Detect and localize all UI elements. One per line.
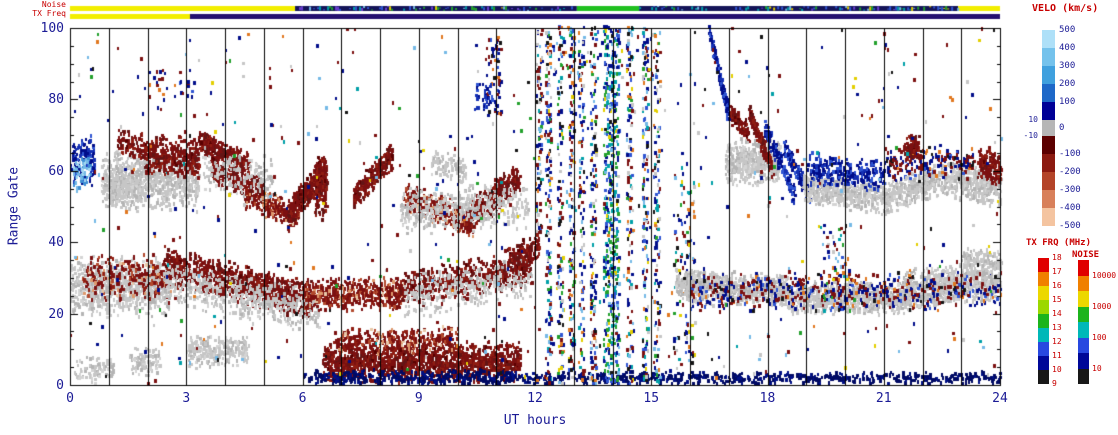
x-tick-label: 6	[298, 391, 307, 406]
velo-colorbar-segment	[1042, 84, 1055, 102]
y-tick-label: 60	[48, 163, 64, 179]
velo-scale-label: 300	[1059, 61, 1076, 71]
tx-scale-label: 16	[1052, 281, 1062, 290]
y-tick-label: 20	[48, 306, 64, 322]
velo-colorbar-segment	[1042, 172, 1055, 190]
tx-scale-label: 14	[1052, 309, 1062, 318]
tx-colorbar-segment	[1038, 286, 1049, 300]
velo-colorbar-segment	[1042, 208, 1055, 226]
tx-colorbar-segment	[1038, 356, 1049, 370]
x-tick-label: 21	[875, 391, 892, 406]
x-tick-label: 18	[759, 391, 776, 406]
txfrq-colorbar	[1038, 258, 1049, 384]
velo-scale-label: 500	[1059, 25, 1076, 35]
tx-scale-label: 18	[1052, 253, 1062, 262]
txfrq-colorbar-title: TX FRQ (MHz)	[1026, 238, 1092, 248]
y-tick-label: 100	[40, 21, 64, 36]
tx-scale-label: 15	[1052, 295, 1062, 304]
velo-colorbar-segment	[1042, 154, 1055, 172]
noise-scale-label: 1000	[1092, 301, 1112, 311]
velo-colorbar-segment	[1042, 136, 1055, 154]
velo-colorbar-segment	[1042, 190, 1055, 208]
velo-scale-label: -400	[1059, 203, 1081, 213]
tx-colorbar-segment	[1038, 314, 1049, 328]
noise-colorbar-segment	[1078, 275, 1089, 291]
velo-colorbar-segment	[1042, 102, 1055, 120]
velo-scale-label: 400	[1059, 43, 1076, 53]
velo-colorbar-segment	[1042, 48, 1055, 66]
velo-scale-label: 100	[1059, 97, 1076, 107]
tx-colorbar-segment	[1038, 342, 1049, 356]
velo-colorbar-title: VELO (km/s)	[1032, 3, 1099, 14]
x-tick-label: 3	[182, 391, 191, 406]
tx-scale-label: 17	[1052, 267, 1062, 276]
tx-colorbar-segment	[1038, 258, 1049, 272]
velo-scale-label: 0	[1059, 123, 1065, 133]
noise-colorbar-segment	[1078, 291, 1089, 307]
tx-colorbar-segment	[1038, 370, 1049, 384]
noise-colorbar	[1078, 260, 1089, 384]
x-tick-label: 12	[527, 391, 543, 406]
x-tick-label: 9	[414, 391, 423, 406]
noise-scale-label: 10000	[1092, 270, 1117, 280]
velo-scale-label: -100	[1059, 149, 1081, 159]
noise-colorbar-segment	[1078, 353, 1089, 369]
y-axis-title: Range Gate	[6, 166, 22, 246]
tx-colorbar-segment	[1038, 272, 1049, 286]
tx-scale-label: 9	[1052, 379, 1057, 388]
tx-scale-label: 11	[1052, 351, 1062, 360]
velo-colorbar-segment	[1042, 66, 1055, 84]
x-axis-title: UT hours	[503, 413, 567, 428]
noise-colorbar-segment	[1078, 306, 1089, 322]
tx-scale-label: 12	[1052, 337, 1062, 346]
velo-colorbar	[1042, 30, 1055, 226]
y-tick-label: 80	[48, 92, 64, 108]
txfreq-strip-label: TX Freq	[32, 9, 66, 18]
tx-scale-label: 13	[1052, 323, 1062, 332]
noise-scale-label: 10	[1092, 363, 1102, 373]
noise-colorbar-segment	[1078, 260, 1089, 276]
x-tick-label: 15	[643, 391, 660, 406]
velo-scale-label-left: 10	[1028, 115, 1038, 124]
y-tick-label: 40	[48, 235, 64, 251]
noise-colorbar-segment	[1078, 368, 1089, 384]
noise-colorbar-title: NOISE	[1072, 250, 1100, 260]
tx-colorbar-segment	[1038, 300, 1049, 314]
tx-scale-label: 10	[1052, 365, 1062, 374]
noise-scale-label: 100	[1092, 332, 1107, 342]
noise-strip-label: Noise	[41, 0, 66, 9]
noise-colorbar-segment	[1078, 337, 1089, 353]
velo-scale-label: -200	[1059, 167, 1081, 177]
velo-scale-label: -500	[1059, 221, 1081, 231]
velo-scale-label: -300	[1059, 185, 1081, 195]
tx-colorbar-segment	[1038, 328, 1049, 342]
velo-colorbar-segment	[1042, 30, 1055, 48]
x-tick-label: 0	[66, 391, 74, 406]
x-tick-label: 24	[992, 391, 1008, 406]
noise-colorbar-segment	[1078, 322, 1089, 338]
y-tick-label: 0	[56, 378, 64, 393]
velo-scale-label-left: -10	[1023, 131, 1038, 140]
velo-colorbar-segment	[1042, 120, 1055, 136]
velo-scale-label: 200	[1059, 79, 1076, 89]
